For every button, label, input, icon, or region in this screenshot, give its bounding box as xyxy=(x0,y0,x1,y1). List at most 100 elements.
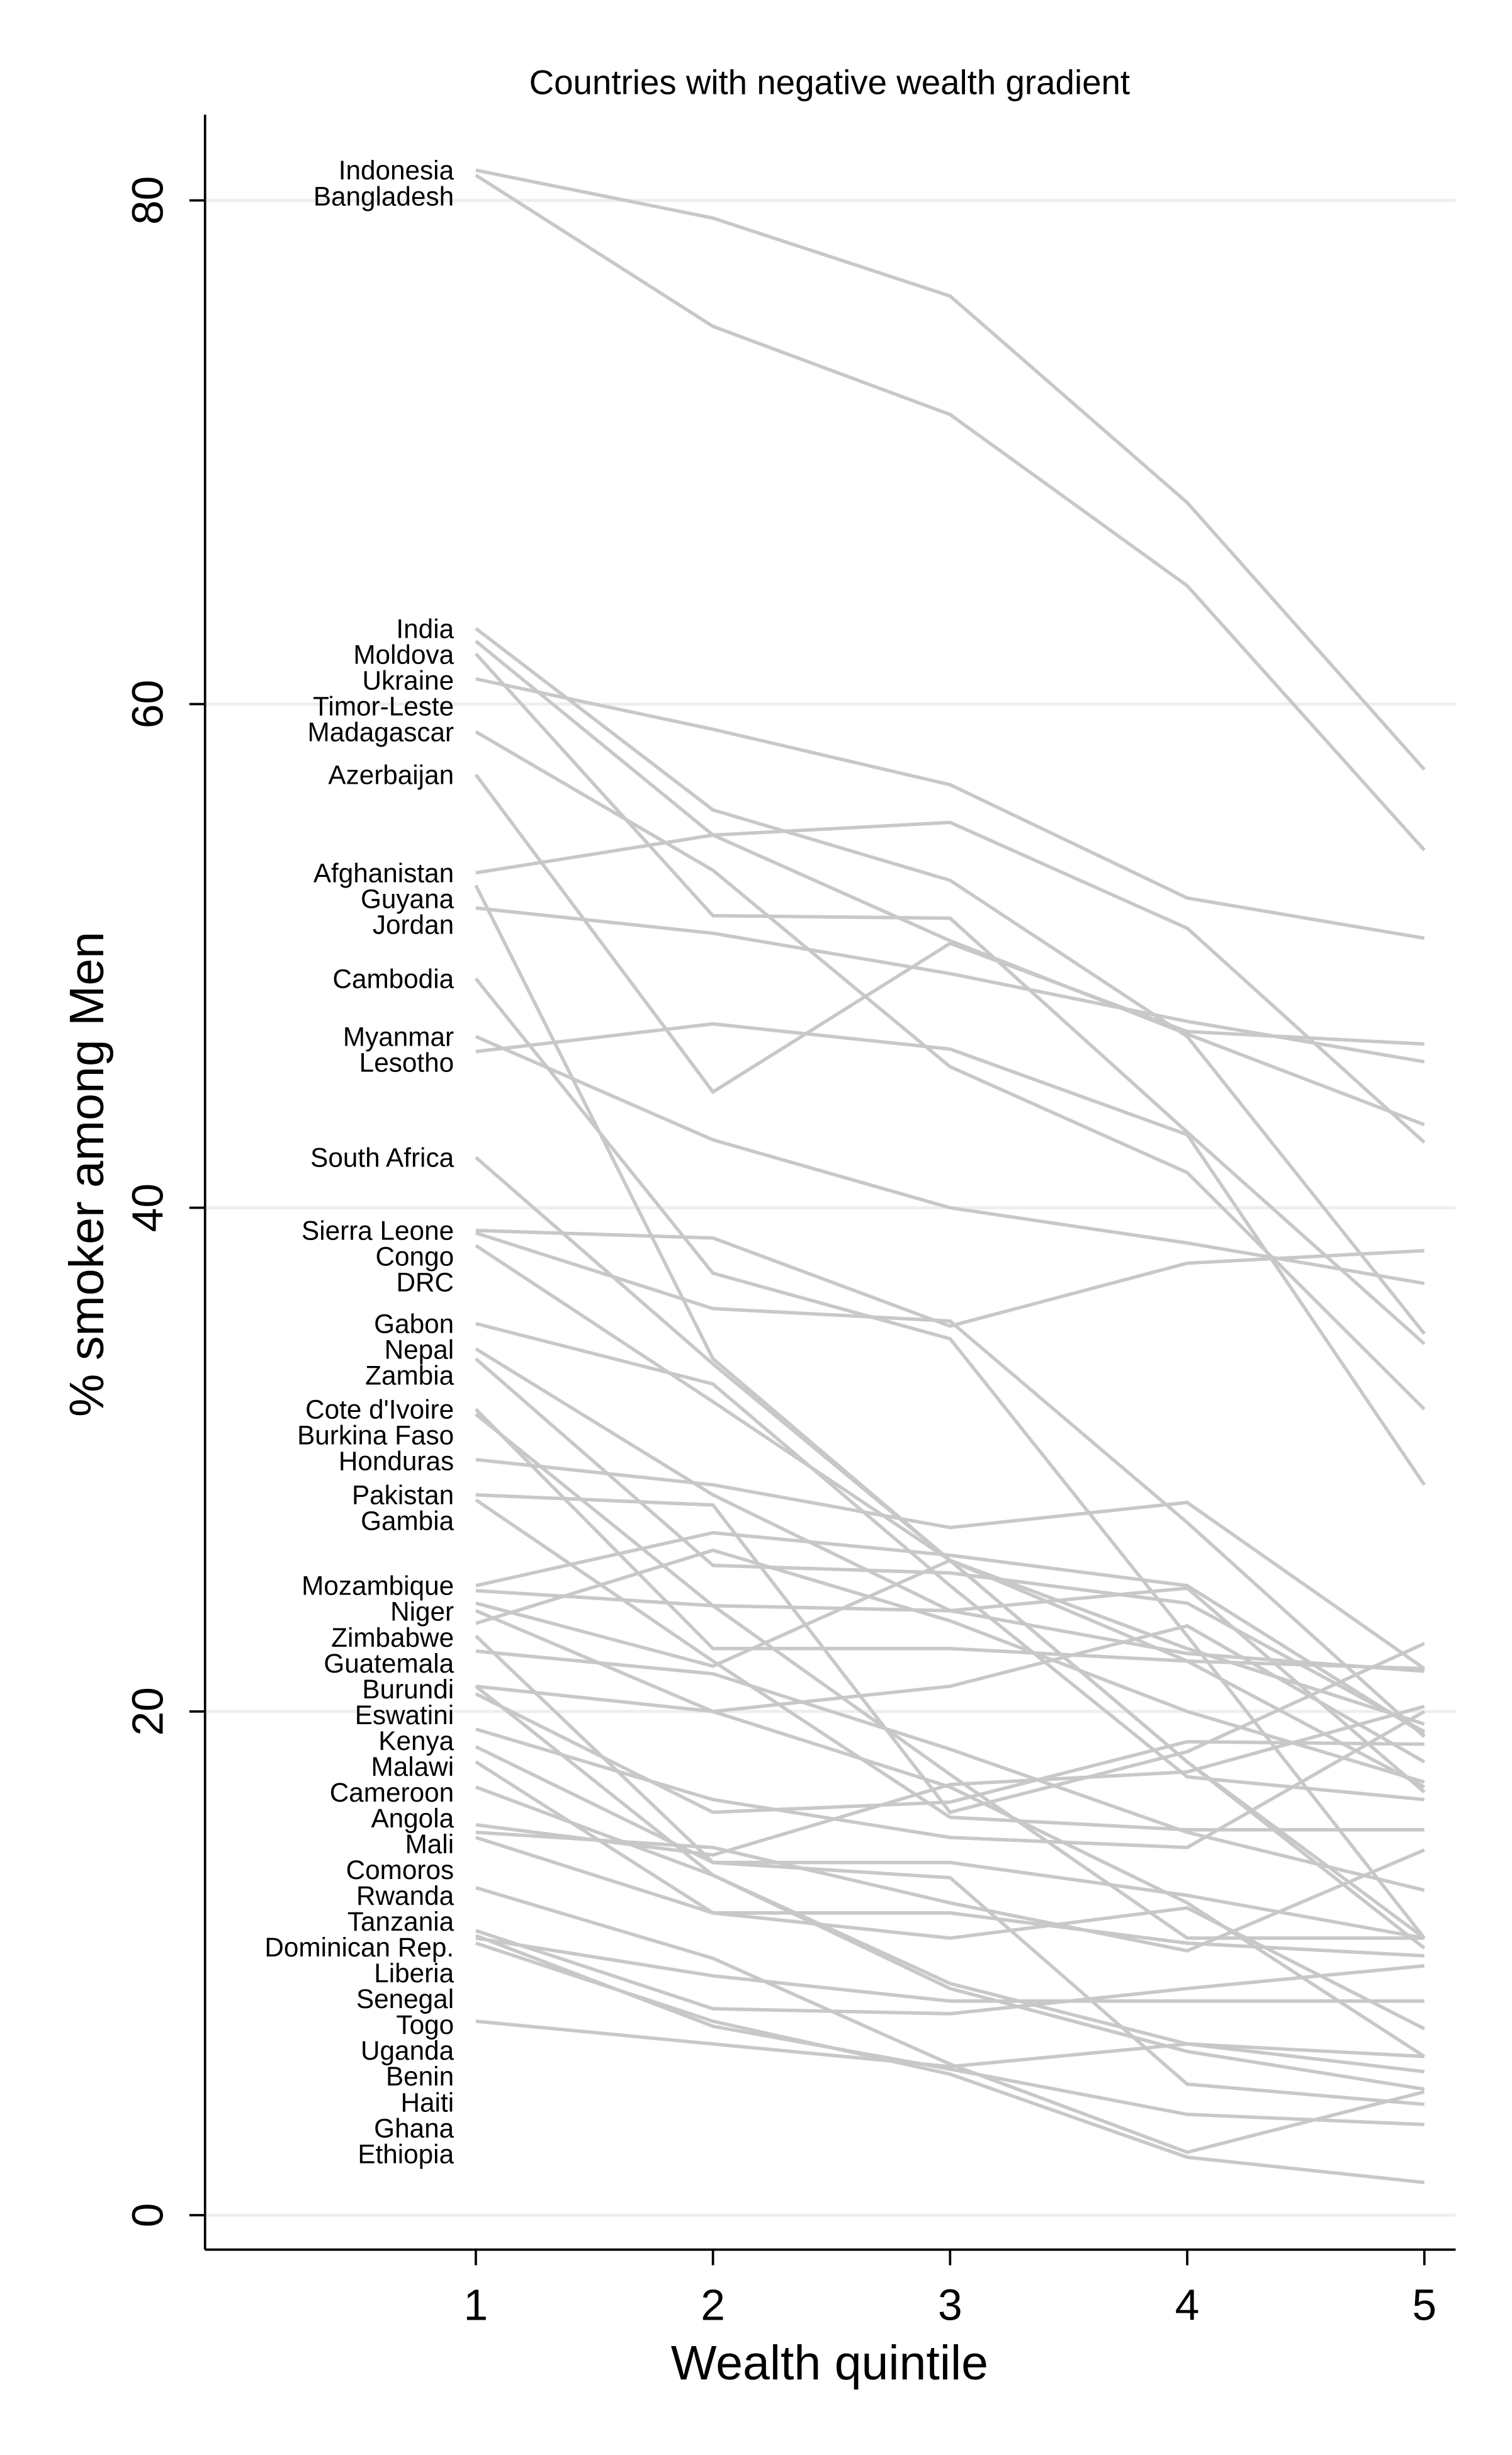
series-label: Kenya xyxy=(378,1726,454,1756)
series-label: Senegal xyxy=(356,1984,454,2014)
series-label: Lesotho xyxy=(359,1048,454,1078)
series-label: Rwanda xyxy=(356,1881,454,1910)
series-line-mali xyxy=(475,1710,1426,1849)
series-line-jordan xyxy=(475,906,1425,1064)
series-label: Dominican Rep. xyxy=(264,1933,454,1962)
series-line-liberia xyxy=(475,1831,1425,1953)
series-label: Angola xyxy=(371,1803,454,1833)
series-label: Indonesia xyxy=(339,155,454,185)
series-label: Niger xyxy=(390,1597,454,1627)
series-label: Gabon xyxy=(374,1309,454,1339)
series-label: Azerbaijan xyxy=(328,760,454,789)
series-label: Mozambique xyxy=(302,1571,454,1601)
chart-title: Countries with negative wealth gradient xyxy=(529,63,1131,102)
series-label: Zambia xyxy=(365,1361,454,1391)
series-line-mozambique xyxy=(475,1531,1426,1736)
y-tick-label: 40 xyxy=(123,1183,172,1232)
series-line-haiti xyxy=(475,1936,1425,2003)
series-line-eswatini xyxy=(475,1634,1425,2106)
series-label: Madagascar xyxy=(308,718,454,747)
x-axis-label: Wealth quintile xyxy=(671,2336,988,2390)
series-line-ukraine xyxy=(474,652,1426,1345)
series-line-lesotho xyxy=(475,1022,1426,1486)
series-line-india xyxy=(475,627,1426,1335)
y-tick-label: 60 xyxy=(123,680,172,728)
y-tick-label: 20 xyxy=(123,1687,172,1735)
series-label: Comoros xyxy=(346,1855,454,1885)
series-line-zambia xyxy=(475,1357,1426,1734)
x-tick-label: 3 xyxy=(938,2281,962,2330)
series-label: DRC xyxy=(397,1268,454,1297)
series-label: Eswatini xyxy=(355,1700,454,1730)
series-label: Cambodia xyxy=(332,964,454,994)
series-label: Cameroon xyxy=(330,1778,454,1807)
x-tick-label: 5 xyxy=(1412,2281,1436,2330)
series-line-togo xyxy=(475,1886,1425,2154)
series-line-honduras xyxy=(475,1458,1426,1670)
series-label: India xyxy=(396,614,454,643)
series-line-sierra-leone xyxy=(475,1228,1425,1328)
series-label: South Africa xyxy=(310,1143,454,1173)
series-line-indonesia xyxy=(475,168,1426,771)
series-label: Haiti xyxy=(401,2087,454,2117)
y-ticks: 0 20 40 60 80 xyxy=(123,176,205,2228)
series-line-dominican-rep- xyxy=(475,1705,1425,1857)
series-line-afghanistan xyxy=(475,820,1426,1144)
series-label: Togo xyxy=(396,2010,454,2040)
series-line-niger xyxy=(475,1586,1426,1793)
series-line-malawi xyxy=(475,1685,1425,2091)
y-tick-label: 0 xyxy=(123,2203,172,2228)
x-tick-label: 4 xyxy=(1175,2281,1200,2330)
y-axis-label: % smoker among Men xyxy=(60,932,114,1417)
series-label: Ghana xyxy=(374,2113,454,2143)
series-line-uganda xyxy=(475,1929,1425,2016)
series-label: Zimbabwe xyxy=(331,1623,454,1652)
series-line-guatemala xyxy=(475,1609,1426,1764)
series-label: Moldova xyxy=(353,640,454,669)
series-line-pakistan xyxy=(475,1493,1425,1815)
series-line-zimbabwe xyxy=(475,1558,1425,1726)
series-lines xyxy=(474,168,1426,2184)
series-label: Guyana xyxy=(361,884,454,914)
series-label: Honduras xyxy=(339,1447,454,1476)
x-ticks: 1 2 3 4 5 xyxy=(464,2249,1436,2330)
series-label: Gambia xyxy=(361,1506,454,1536)
x-tick-label: 1 xyxy=(464,2281,488,2330)
series-label: Nepal xyxy=(385,1335,454,1365)
series-label: Benin xyxy=(386,2062,454,2091)
series-line-angola xyxy=(475,1692,1425,1814)
series-label: Ukraine xyxy=(362,665,454,695)
series-label: Sierra Leone xyxy=(302,1216,454,1246)
series-label: Guatemala xyxy=(324,1649,454,1678)
series-line-timor-leste xyxy=(475,677,1425,940)
series-line-comoros xyxy=(475,1745,1425,1940)
x-tick-label: 2 xyxy=(701,2281,725,2330)
series-label: Malawi xyxy=(371,1752,454,1781)
series-line-cote-d-ivoire xyxy=(474,1408,1425,1671)
y-tick-label: 80 xyxy=(123,176,172,225)
series-label: Mali xyxy=(405,1829,454,1859)
series-label: Burkina Faso xyxy=(297,1421,454,1450)
series-line-burkina-faso xyxy=(475,1413,1425,1940)
series-label: Afghanistan xyxy=(313,858,454,888)
series-label: Timor-Leste xyxy=(313,691,454,721)
series-line-bangladesh xyxy=(475,173,1426,852)
series-label: Myanmar xyxy=(343,1022,454,1052)
series-line-ethiopia xyxy=(475,2019,1425,2068)
series-label: Pakistan xyxy=(352,1481,454,1510)
series-line-moldova xyxy=(475,640,1425,1127)
series-label: Ethiopia xyxy=(358,2139,454,2169)
series-line-myanmar xyxy=(475,1035,1425,1285)
series-label: Bangladesh xyxy=(313,181,454,211)
series-label: Burundi xyxy=(362,1674,454,1704)
series-label: Uganda xyxy=(361,2036,454,2065)
series-line-kenya xyxy=(475,1649,1425,1892)
series-line-cameroon xyxy=(475,1685,1426,2058)
series-label: Liberia xyxy=(374,1958,454,1988)
series-line-ghana xyxy=(475,1941,1425,2184)
series-label: Jordan xyxy=(373,910,454,940)
series-line-congo xyxy=(475,1231,1426,1738)
